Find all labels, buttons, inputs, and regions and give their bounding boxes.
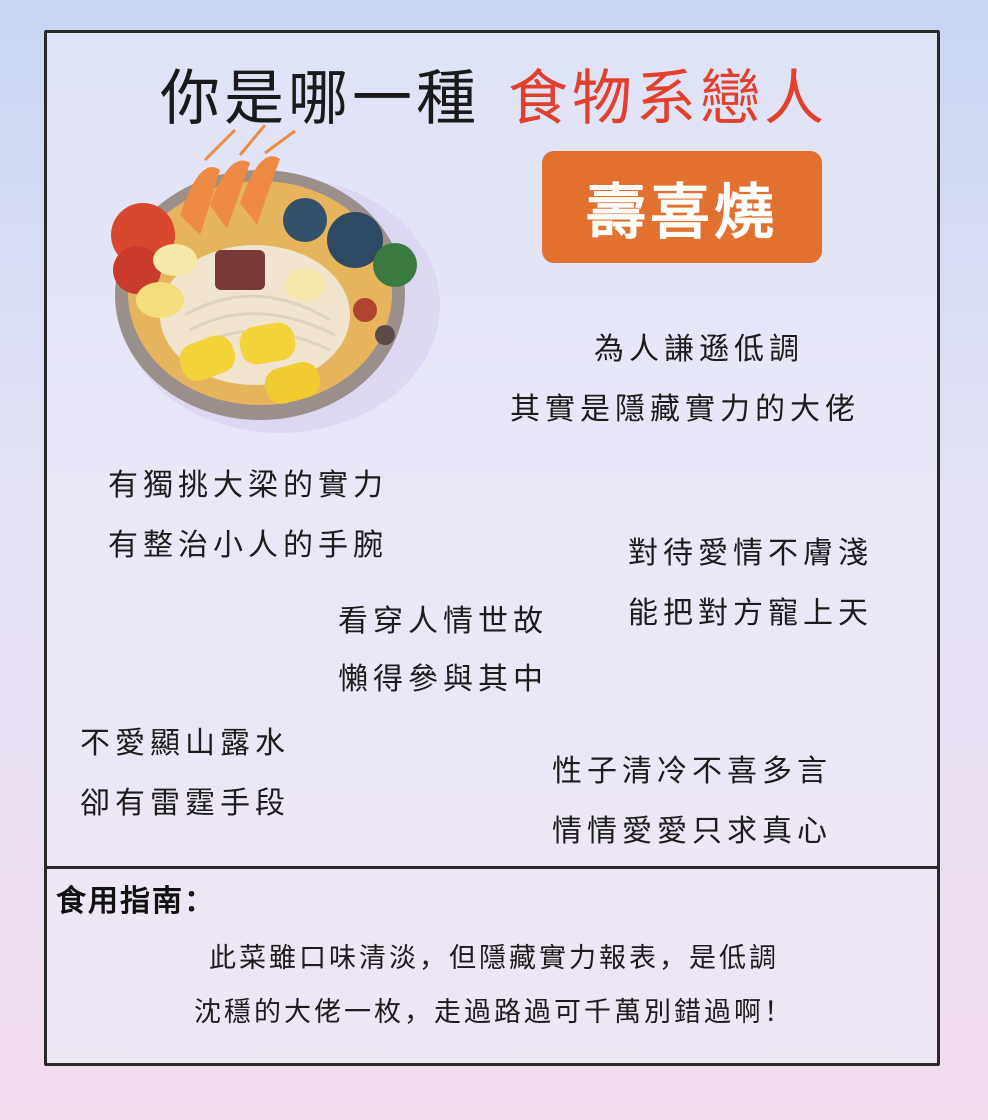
title-part1: 你是哪一種 xyxy=(160,64,480,134)
trait-6-line1: 性子清冷不喜多言 xyxy=(552,754,832,789)
trait-1-line2: 其實是隱藏實力的大佬 xyxy=(510,392,860,427)
trait-3-line2: 能把對方寵上天 xyxy=(628,596,873,631)
trait-2-line1: 有獨挑大梁的實力 xyxy=(108,468,388,503)
guide-line1: 此菜雖口味清淡，但隱藏實力報表，是低調 xyxy=(209,943,779,974)
guide-line2: 沈穩的大佬一枚，走過路過可千萬別錯過啊！ xyxy=(194,997,794,1028)
trait-1-line1: 為人謙遜低調 xyxy=(594,332,804,367)
trait-3-line1: 對待愛情不膚淺 xyxy=(628,536,873,571)
trait-6-line2: 情情愛愛只求真心 xyxy=(552,814,832,849)
page-title: 你是哪一種 食物系戀人 xyxy=(0,50,988,137)
food-name-badge: 壽喜燒 xyxy=(542,151,822,263)
section-divider xyxy=(44,866,940,869)
trait-2-line2: 有整治小人的手腕 xyxy=(108,528,388,563)
sukiyaki-pot-icon xyxy=(111,125,440,433)
guide-heading: 食用指南： xyxy=(56,884,216,919)
trait-4-line2: 懶得參與其中 xyxy=(338,662,548,697)
title-part2: 食物系戀人 xyxy=(508,64,828,134)
trait-5-line2: 卻有雷霆手段 xyxy=(80,786,290,821)
trait-4-line1: 看穿人情世故 xyxy=(338,604,548,639)
trait-5-line1: 不愛顯山露水 xyxy=(80,726,290,761)
